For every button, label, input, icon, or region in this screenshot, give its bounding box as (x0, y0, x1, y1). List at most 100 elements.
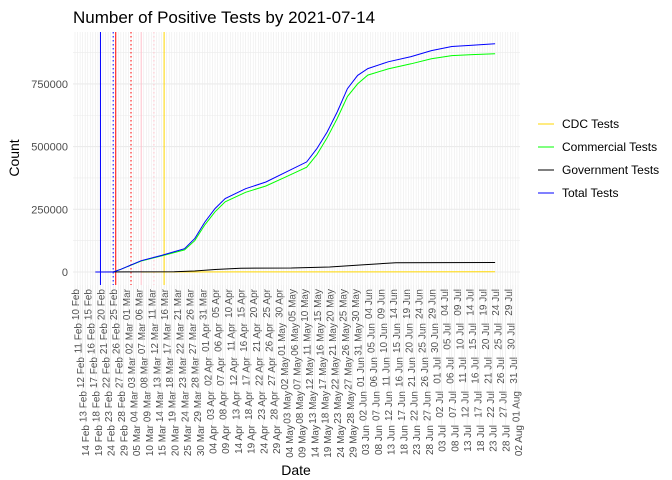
x-tick-label: 11 Feb (74, 323, 85, 354)
x-tick-label: 29 Feb (119, 425, 130, 457)
x-tick-label: 18 May (321, 391, 332, 424)
x-tick-label: 21 Jul (483, 357, 494, 384)
x-tick-label: 02 May (280, 357, 291, 390)
x-tick-label: 26 Mar (186, 288, 197, 320)
x-tick-label: 26 Feb (112, 323, 123, 355)
legend-label: Commercial Tests (562, 140, 657, 154)
x-tick-label: 24 May (336, 425, 347, 458)
x-tick-label: 29 May (349, 425, 360, 458)
x-tick-label: 14 Feb (81, 425, 92, 457)
x-tick-label: 03 May (282, 391, 293, 424)
x-tick-label: 20 May (326, 289, 337, 322)
x-tick-label: 24 Jul (491, 289, 502, 316)
x-tick-label: 10 Feb (71, 289, 82, 321)
x-tick-label: 26 Apr (264, 322, 275, 352)
x-tick-label: 11 Jul (458, 357, 469, 383)
x-tick-label: 11 May (303, 323, 314, 355)
x-tick-label: 21 Jun (407, 357, 418, 387)
x-tick-label: 04 Apr (208, 424, 219, 454)
y-tick-label: 0 (62, 267, 68, 279)
x-tick-label: 11 Mar (147, 288, 158, 319)
x-tick-label: 03 Mar (127, 356, 138, 388)
x-tick-label: 22 Mar (175, 322, 186, 354)
x-tick-label: 15 Apr (236, 288, 247, 318)
x-tick-label: 07 Jun (371, 391, 382, 421)
x-tick-label: 07 Jul (448, 391, 459, 418)
x-tick-label: 08 Jun (374, 425, 385, 455)
x-tick-label: 29 Jun (427, 289, 438, 319)
x-tick-label: 06 Apr (214, 322, 225, 352)
x-tick-label: 30 Jul (506, 323, 517, 350)
x-tick-label: 12 Mar (150, 322, 161, 354)
x-tick-label: 04 Mar (130, 390, 141, 422)
x-tick-label: 17 Mar (163, 322, 174, 354)
x-tick-label: 19 Feb (94, 425, 105, 457)
x-tick-label: 30 Mar (196, 424, 207, 456)
x-tick-label: 06 Mar (135, 288, 146, 320)
x-tick-label: 25 Apr (262, 288, 273, 318)
x-tick-label: 19 Jun (402, 289, 413, 319)
x-tick-label: 09 Jul (453, 289, 464, 316)
x-tick-label: 10 Apr (224, 288, 235, 318)
x-tick-label: 09 Apr (221, 424, 232, 454)
x-tick-label: 10 Jun (379, 323, 390, 353)
x-tick-label: 05 Mar (132, 424, 143, 456)
x-tick-label: 27 Feb (114, 357, 125, 389)
x-tick-label: 17 Feb (89, 357, 100, 389)
x-tick-label: 28 May (346, 391, 357, 424)
x-tick-label: 05 May (287, 289, 298, 322)
x-tick-label: 02 Aug (514, 425, 525, 456)
x-tick-label: 03 Jun (361, 425, 372, 455)
x-tick-label: 13 Jun (387, 425, 398, 455)
series-line-commercial-tests (103, 53, 496, 273)
x-tick-label: 02 Apr (203, 356, 214, 386)
x-tick-label: 07 May (293, 357, 304, 390)
x-tick-label: 21 Mar (173, 288, 184, 320)
x-tick-label: 29 Jul (504, 289, 515, 316)
x-tick-label: 23 Apr (257, 390, 268, 420)
x-tick-label: 23 Mar (178, 356, 189, 388)
x-tick-label: 05 Jun (366, 323, 377, 353)
x-tick-label: 28 Jul (501, 425, 512, 452)
x-tick-label: 30 Apr (275, 288, 286, 318)
x-tick-label: 04 May (285, 425, 296, 458)
x-tick-label: 02 Jul (435, 391, 446, 418)
x-tick-label: 01 Mar (122, 288, 133, 320)
x-tick-label: 16 Jun (394, 357, 405, 387)
x-tick-label: 01 Apr (201, 322, 212, 352)
x-tick-label: 28 Apr (270, 390, 281, 420)
x-tick-label: 16 Jul (471, 357, 482, 384)
x-tick-label: 14 May (310, 425, 321, 458)
x-tick-label: 03 Apr (206, 390, 217, 420)
x-tick-label: 20 Apr (249, 288, 260, 318)
x-tick-label: 31 Jul (509, 357, 520, 384)
reference-lines (99, 32, 165, 285)
x-tick-label: 07 Mar (137, 322, 148, 354)
x-tick-label: 15 Mar (158, 424, 169, 456)
x-tick-label: 10 Mar (145, 424, 156, 456)
x-tick-label: 19 Jul (478, 289, 489, 316)
x-tick-label: 25 May (338, 289, 349, 322)
x-tick-label: 17 May (318, 357, 329, 390)
legend-label: CDC Tests (562, 117, 619, 131)
x-tick-label: 18 Jun (399, 425, 410, 455)
x-tick-label: 25 Jul (494, 323, 505, 350)
legend-label: Government Tests (562, 163, 659, 177)
x-tick-label: 12 Apr (229, 356, 240, 386)
x-tick-label: 27 May (343, 357, 354, 390)
x-tick-label: 13 Jul (463, 425, 474, 452)
x-tick-label: 01 Jun (356, 357, 367, 387)
x-tick-label: 15 May (313, 289, 324, 322)
x-tick-label: 02 Mar (124, 322, 135, 354)
x-tick-label: 09 Mar (142, 390, 153, 422)
x-tick-label: 23 Jun (412, 425, 423, 455)
x-tick-label: 30 May (351, 289, 362, 322)
x-tick-label: 18 Apr (244, 390, 255, 420)
y-axis-label: Count (6, 139, 22, 176)
x-tick-label: 15 Feb (84, 289, 95, 321)
x-tick-label: 16 May (315, 323, 326, 356)
x-tick-label: 25 Mar (183, 424, 194, 456)
x-tick-label: 17 Jun (397, 391, 408, 421)
x-tick-label: 15 Jul (468, 323, 479, 350)
